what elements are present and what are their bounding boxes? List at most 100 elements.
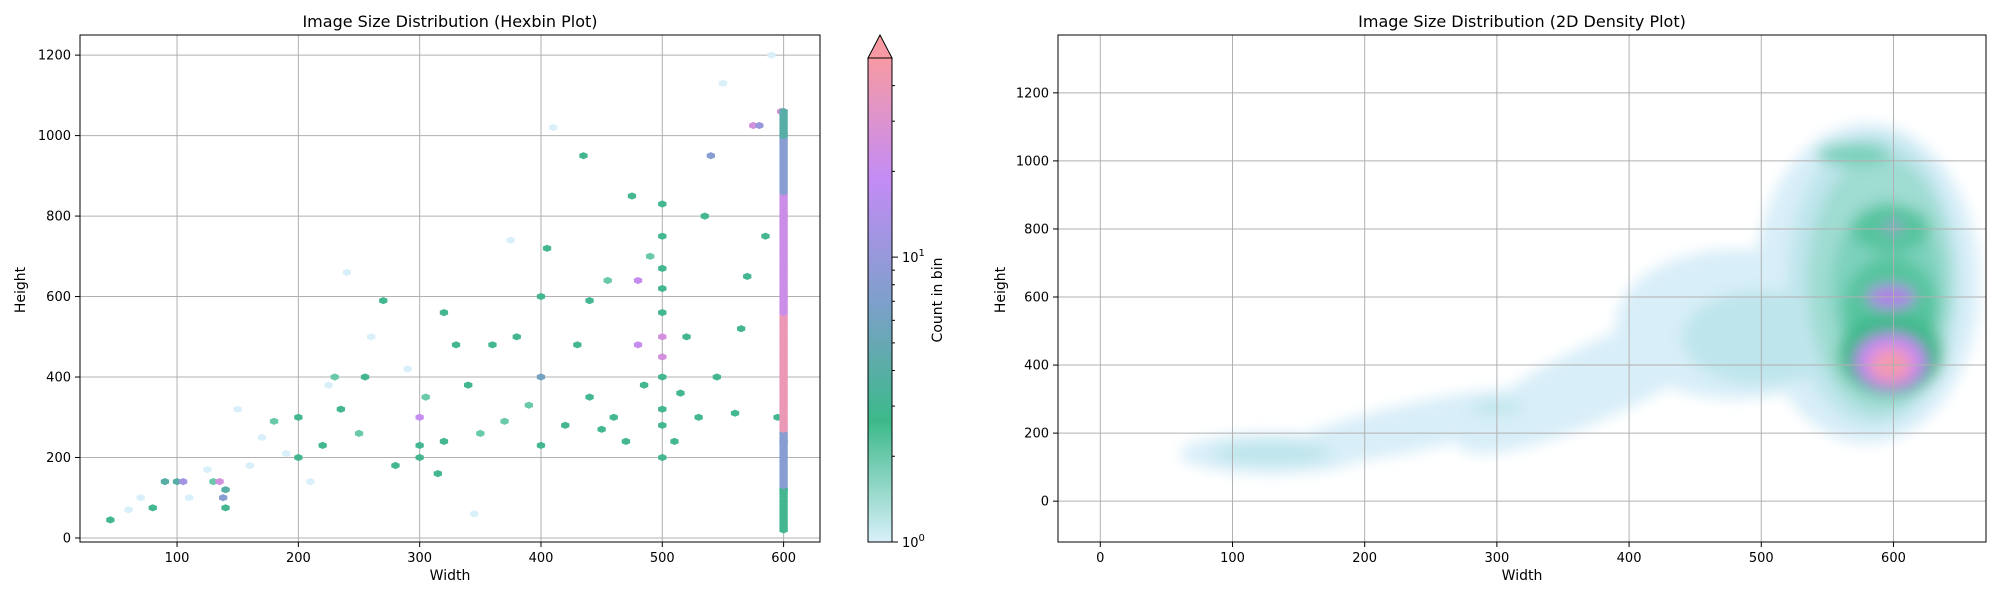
density-chart: Image Size Distribution (2D Density Plot… bbox=[993, 12, 1987, 584]
colorbar-gradient bbox=[867, 57, 893, 543]
hexbin-cell bbox=[179, 478, 188, 486]
hexbin-x-tick-label: 400 bbox=[529, 551, 554, 566]
density-y-tick-label: 600 bbox=[1024, 291, 1049, 306]
hexbin-cell bbox=[415, 453, 424, 462]
hexbin-cell bbox=[585, 297, 594, 305]
density-x-tick-label: 100 bbox=[1220, 551, 1245, 566]
hexbin-cell bbox=[573, 341, 582, 349]
density-y-tick-label: 1000 bbox=[1016, 154, 1049, 169]
hexbin-cell bbox=[421, 393, 430, 401]
hexbin-cell bbox=[221, 486, 230, 494]
density-x-tick-label: 400 bbox=[1617, 551, 1642, 566]
hexbin-cell bbox=[743, 272, 752, 280]
hexbin-cell bbox=[403, 365, 412, 373]
hexbin-cell bbox=[367, 333, 376, 341]
hexbin-cell bbox=[106, 516, 115, 524]
hexbin-x-axis-label: Width bbox=[430, 568, 471, 584]
hexbin-cell bbox=[336, 405, 345, 413]
hexbin-x-tick-label: 200 bbox=[286, 551, 311, 566]
hexbin-cell bbox=[706, 152, 715, 160]
density-y-ticks: 0 200 400 600 800 1000 1200 bbox=[1016, 86, 1058, 510]
hexbin-cell bbox=[658, 309, 667, 317]
hexbin-cell bbox=[536, 292, 546, 301]
hexbin-x-tick-label: 100 bbox=[165, 551, 190, 566]
hexbin-cell bbox=[761, 232, 770, 240]
hexbin-cell bbox=[633, 341, 643, 349]
hexbin-cell bbox=[561, 421, 570, 429]
hexbin-cell bbox=[737, 325, 746, 333]
hexbin-cell bbox=[245, 461, 254, 470]
density-contour-band bbox=[1816, 142, 1891, 167]
hexbin-cell bbox=[294, 413, 303, 421]
hexbin-cell bbox=[415, 441, 424, 449]
hexbin-cell bbox=[330, 373, 339, 381]
hexbin-cell bbox=[257, 433, 267, 441]
hexbin-cell bbox=[136, 494, 145, 502]
hexbin-cell bbox=[536, 373, 546, 381]
colorbar-extend-arrow bbox=[867, 33, 893, 59]
hexbin-cell bbox=[185, 494, 194, 502]
hexbin-cell bbox=[682, 333, 691, 341]
colorbar-ticks: 100 101 bbox=[892, 85, 925, 551]
hexbin-cell bbox=[354, 429, 364, 437]
hexbin-x-ticks: 100 200 300 400 500 600 bbox=[165, 542, 796, 566]
density-x-tick-label: 200 bbox=[1352, 551, 1377, 566]
density-contour-band bbox=[1212, 441, 1332, 466]
density-y-tick-label: 0 bbox=[1041, 495, 1049, 510]
hexbin-cell bbox=[542, 244, 552, 252]
hexbin-cell bbox=[633, 276, 643, 285]
hexbin-cell bbox=[670, 437, 679, 445]
hexbin-cell bbox=[603, 276, 612, 285]
colorbar-label: Count in bin bbox=[930, 258, 946, 343]
hexbin-cell bbox=[124, 506, 133, 514]
hexbin-cell bbox=[439, 437, 449, 445]
hexbin-cell bbox=[658, 200, 667, 208]
density-x-tick-label: 300 bbox=[1484, 551, 1509, 566]
density-x-tick-label: 0 bbox=[1096, 551, 1104, 566]
hexbin-cell bbox=[391, 461, 400, 470]
hexbin-cell bbox=[676, 389, 685, 397]
hexbin-y-tick-label: 0 bbox=[63, 531, 71, 546]
hexbin-cell bbox=[658, 232, 667, 240]
hexbin-cell bbox=[342, 268, 351, 276]
hexbin-cell bbox=[718, 79, 728, 87]
hexbin-cell bbox=[779, 107, 788, 116]
hexbin-cell bbox=[324, 381, 333, 389]
hexbin-cell bbox=[549, 123, 558, 132]
hexbin-cell bbox=[730, 409, 740, 417]
hexbin-y-tick-label: 600 bbox=[46, 290, 71, 305]
hexbin-cell bbox=[360, 373, 370, 381]
hexbin-cell bbox=[658, 405, 667, 413]
hexbin-cell bbox=[506, 236, 515, 244]
hexbin-y-tick-label: 400 bbox=[46, 371, 71, 386]
hexbin-cell bbox=[585, 393, 594, 401]
hexbin-cell bbox=[621, 437, 631, 445]
density-y-tick-label: 200 bbox=[1024, 427, 1049, 442]
hexbin-cell bbox=[512, 333, 521, 341]
hexbin-cell bbox=[627, 192, 637, 200]
hexbin-cell bbox=[294, 453, 303, 462]
hexbin-cell bbox=[269, 417, 279, 425]
hexbin-cell bbox=[658, 333, 667, 341]
hexbin-cell bbox=[597, 425, 606, 433]
density-contours bbox=[1179, 123, 1980, 474]
hexbin-cell bbox=[658, 373, 667, 381]
density-y-axis-label: Height bbox=[993, 266, 1009, 313]
hexbin-cell bbox=[203, 466, 212, 474]
hexbin-cell bbox=[379, 297, 388, 305]
hexbin-x-tick-label: 300 bbox=[407, 551, 432, 566]
density-gridlines bbox=[1058, 35, 1986, 542]
hexbin-cell bbox=[658, 421, 667, 429]
hexbin-y-tick-label: 1000 bbox=[38, 129, 71, 144]
hexbin-cell bbox=[694, 413, 703, 421]
hexbin-cell bbox=[488, 341, 497, 349]
hexbin-cell bbox=[646, 252, 655, 260]
density-y-tick-label: 1200 bbox=[1016, 86, 1049, 101]
density-x-axis-label: Width bbox=[1502, 568, 1543, 584]
hexbin-cell bbox=[658, 353, 667, 361]
density-surface bbox=[1179, 123, 1980, 474]
hexbin-cell bbox=[219, 494, 228, 502]
density-x-tick-label: 600 bbox=[1881, 551, 1906, 566]
colorbar: 100 101 Count in bin bbox=[867, 33, 946, 551]
hexbin-gridlines bbox=[80, 35, 820, 542]
